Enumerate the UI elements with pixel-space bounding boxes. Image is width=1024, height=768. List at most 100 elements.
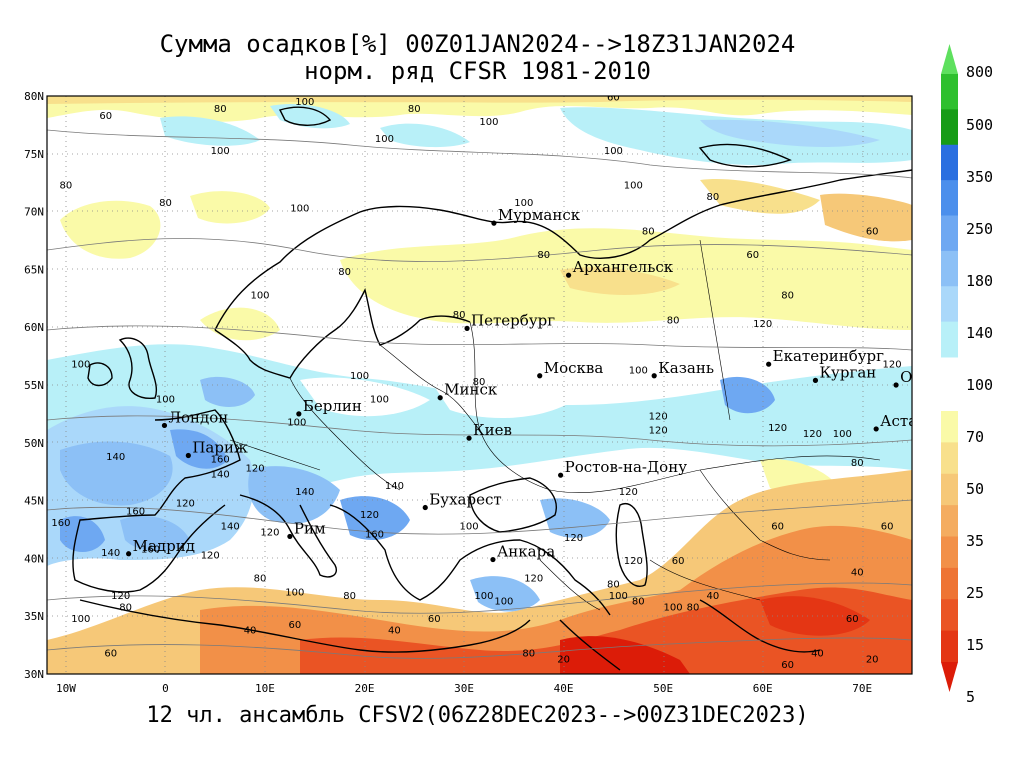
coast-britain	[118, 337, 157, 399]
colorbar-swatch	[941, 567, 958, 600]
contour-value-label: 20	[866, 654, 879, 665]
lon-tick-label: 40E	[554, 682, 574, 695]
field-dry-patch	[60, 200, 161, 259]
contour-value-label: 60	[846, 614, 859, 625]
field-wet-balkans	[340, 496, 410, 540]
contour-value-label: 60	[781, 660, 794, 671]
city-dot	[126, 551, 132, 557]
colorbar-swatch	[941, 144, 958, 181]
contour-value-label: 120	[649, 412, 668, 423]
contour-value-label: 160	[51, 518, 70, 529]
colorbar-label: 70	[966, 428, 984, 446]
contour-value-label: 80	[473, 377, 486, 388]
contour-value-label: 60	[104, 649, 117, 660]
contour-value-label: 60	[866, 227, 879, 238]
contour-value-label: 80	[642, 227, 655, 238]
city-label: Бухарест	[429, 491, 501, 509]
contour-value-label: 60	[288, 620, 301, 631]
contour-value-label: 100	[295, 97, 314, 108]
borders	[229, 239, 881, 611]
colorbar-top-arrow	[941, 44, 958, 74]
lon-tick-label: 0	[162, 682, 169, 695]
lat-tick-label: 35N	[24, 610, 44, 623]
contour-value-label: 60	[771, 522, 784, 533]
contour-value-label: 80	[607, 579, 620, 590]
contour-value-label: 100	[71, 614, 90, 625]
colorbar-swatch	[941, 536, 958, 569]
city-label: Минск	[444, 381, 498, 399]
contour-value-label: 40	[811, 649, 824, 660]
coast-black-sea	[469, 477, 557, 533]
field-driest	[560, 636, 690, 674]
lon-tick-label: 50E	[653, 682, 673, 695]
lon-tick-label: 10W	[56, 682, 76, 695]
lat-tick-label: 55N	[24, 379, 44, 392]
city-dot	[537, 373, 543, 379]
contour-value-label: 60	[428, 614, 441, 625]
contour-value-label: 120	[619, 487, 638, 498]
contour-value-label: 80	[537, 250, 550, 261]
colorbar-swatch	[941, 411, 958, 443]
coast-italy	[239, 494, 337, 578]
contour-value-label: 160	[126, 506, 145, 517]
lat-tick-label: 45N	[24, 495, 44, 508]
city-label: Мадрид	[133, 537, 195, 555]
contour-value-label: 80	[60, 180, 73, 191]
contour-value-label: 120	[201, 550, 220, 561]
city-label: Киев	[473, 421, 512, 439]
contour-value-label: 100	[211, 146, 230, 157]
field-wet-france	[170, 429, 228, 469]
contour-value-label: 120	[753, 319, 772, 330]
colorbar-label: 25	[966, 584, 984, 602]
contour-value-label: 80	[667, 316, 680, 327]
contour-value-label: 80	[408, 104, 421, 115]
city-label: Париж	[192, 439, 248, 457]
lat-tick-label: 65N	[24, 263, 44, 276]
lon-tick-label: 70E	[852, 682, 872, 695]
contour-value-label: 80	[781, 290, 794, 301]
contour-value-label: 80	[851, 458, 864, 469]
colorbar-label: 15	[966, 636, 984, 654]
lon-tick-label: 20E	[355, 682, 375, 695]
colorbar-swatch	[941, 74, 958, 110]
field-dry-patch	[190, 191, 270, 224]
contour-value-label: 60	[672, 556, 685, 567]
contour-value-label: 60	[746, 250, 759, 261]
contour-value-label: 80	[343, 591, 356, 602]
contour-value-label: 100	[664, 602, 683, 613]
contour-value-label: 140	[295, 487, 314, 498]
graticule	[47, 96, 912, 674]
contour-value-label: 120	[360, 510, 379, 521]
city-label: Анкара	[497, 543, 555, 561]
contour-value-label: 120	[564, 533, 583, 544]
contour-value-label: 100	[474, 591, 493, 602]
colorbar-swatch	[941, 473, 958, 506]
latitude-labels: 80N 75N 70N 65N 60N 55N 50N 45N 40N 35N 30N	[24, 90, 44, 681]
contour-value-label: 40	[388, 626, 401, 637]
contour-value-label: 60	[881, 522, 894, 533]
coast-caspian	[615, 503, 648, 587]
contour-value-label: 120	[803, 429, 822, 440]
map-frame	[46, 95, 913, 675]
lat-tick-label: 40N	[24, 552, 44, 565]
lat-tick-label: 75N	[24, 148, 44, 161]
city-label: Мурманск	[498, 206, 581, 224]
contour-value-label: 80	[522, 649, 535, 660]
city-label: Берлин	[303, 397, 362, 415]
coastlines	[72, 106, 912, 671]
city-label: Рим	[294, 519, 326, 537]
map-title-line1: Сумма осадков[%] 00Z01JAN2024-->18Z31JAN…	[159, 30, 796, 58]
contour-lines	[47, 129, 912, 659]
city-dot	[437, 395, 443, 401]
field-dry-patch	[200, 307, 280, 341]
contour-value-label: 100	[624, 180, 643, 191]
city-dot	[161, 422, 168, 429]
contour-value-label: 80	[707, 192, 720, 203]
contour-value-label: 120	[260, 527, 279, 538]
lon-tick-label: 30E	[454, 682, 474, 695]
coast-balkans-turkey	[329, 504, 611, 616]
lon-tick-label: 10E	[255, 682, 275, 695]
contour-labels: 6080100801006010010010080801001001008080…	[51, 96, 901, 671]
contour-value-label: 140	[221, 522, 240, 533]
